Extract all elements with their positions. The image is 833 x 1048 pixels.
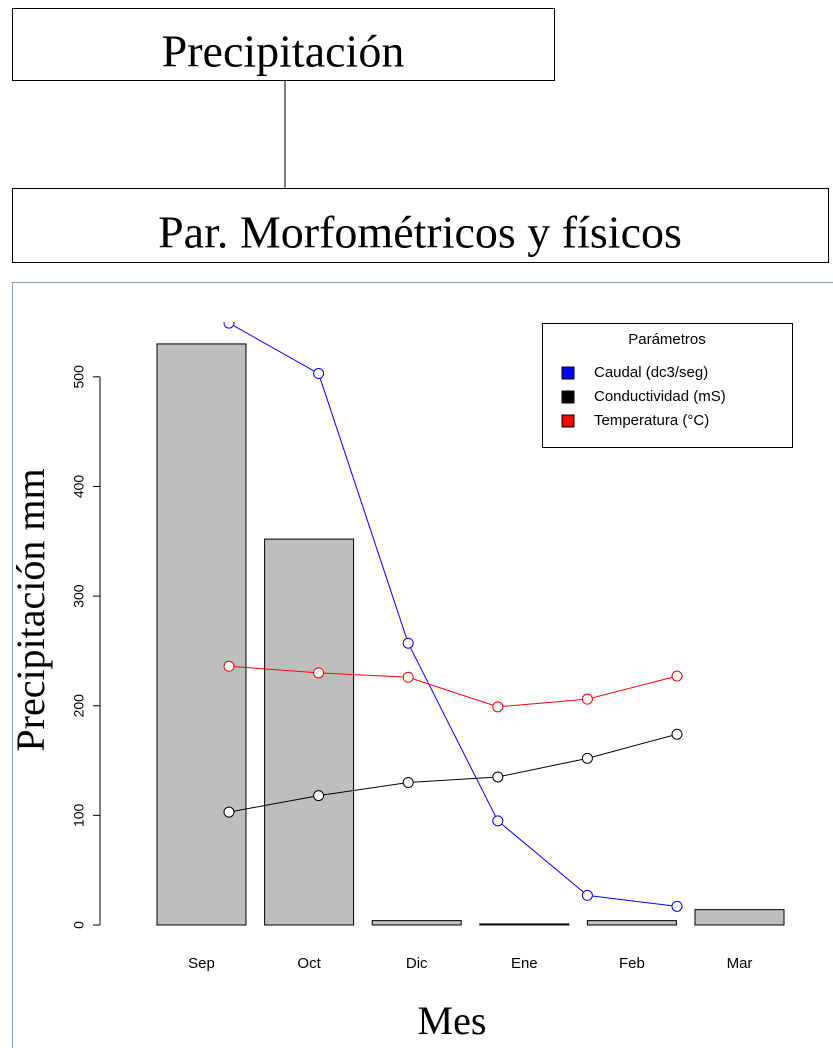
y-tick-label: 400 (71, 475, 87, 499)
series-point (492, 771, 504, 783)
series-point (402, 671, 414, 683)
y-axis-label: Precipitación mm (8, 468, 53, 751)
y-tick-label: 300 (71, 584, 87, 608)
series-point (402, 637, 414, 649)
series-point (581, 752, 593, 764)
series-point (313, 368, 325, 380)
series-point (581, 693, 593, 705)
bar (479, 923, 570, 926)
node-label: Precipitación (162, 26, 405, 77)
x-tick-label: Feb (619, 955, 645, 972)
series-line (228, 665, 678, 708)
legend-swatch (561, 414, 575, 428)
legend-box (542, 323, 793, 448)
series-point (313, 790, 325, 802)
series-point (223, 322, 235, 329)
series-point (492, 701, 504, 713)
series-point (581, 889, 593, 901)
y-tick-label: 500 (71, 365, 87, 389)
bar (156, 343, 247, 926)
x-tick-label: Oct (297, 955, 321, 972)
x-tick-label: Mar (727, 955, 753, 972)
node-box (12, 8, 555, 81)
y-tick-label: 200 (71, 694, 87, 718)
series-point (223, 660, 235, 672)
x-tick-label: Ene (511, 955, 538, 972)
y-tick-label: 100 (71, 803, 87, 827)
series-point (671, 728, 683, 740)
bar (586, 920, 677, 926)
bar (264, 538, 355, 926)
node-box (12, 188, 829, 263)
x-tick-label: Dic (406, 955, 428, 972)
legend-title: Parámetros (628, 331, 706, 348)
series-line (228, 322, 678, 907)
series-point (313, 667, 325, 679)
legend-label: Temperatura (°C) (594, 412, 709, 429)
x-axis-label: Mes (418, 998, 487, 1043)
line-layer (223, 322, 683, 912)
series-point (671, 670, 683, 682)
bar (694, 909, 785, 926)
chart-frame (12, 282, 833, 1048)
series-point (223, 806, 235, 818)
series-point (671, 900, 683, 912)
legend-swatch (561, 366, 575, 380)
legend-label: Caudal (dc3/seg) (594, 364, 708, 381)
legend-swatch (561, 390, 575, 404)
y-tick-label: 0 (71, 921, 87, 929)
series-point (492, 815, 504, 827)
series-point (402, 776, 414, 788)
node-label: Par. Morfométricos y físicos (158, 207, 682, 258)
series-line (228, 733, 678, 813)
bar (371, 920, 462, 926)
x-tick-label: Sep (188, 955, 215, 972)
legend-label: Conductividad (mS) (594, 388, 726, 405)
